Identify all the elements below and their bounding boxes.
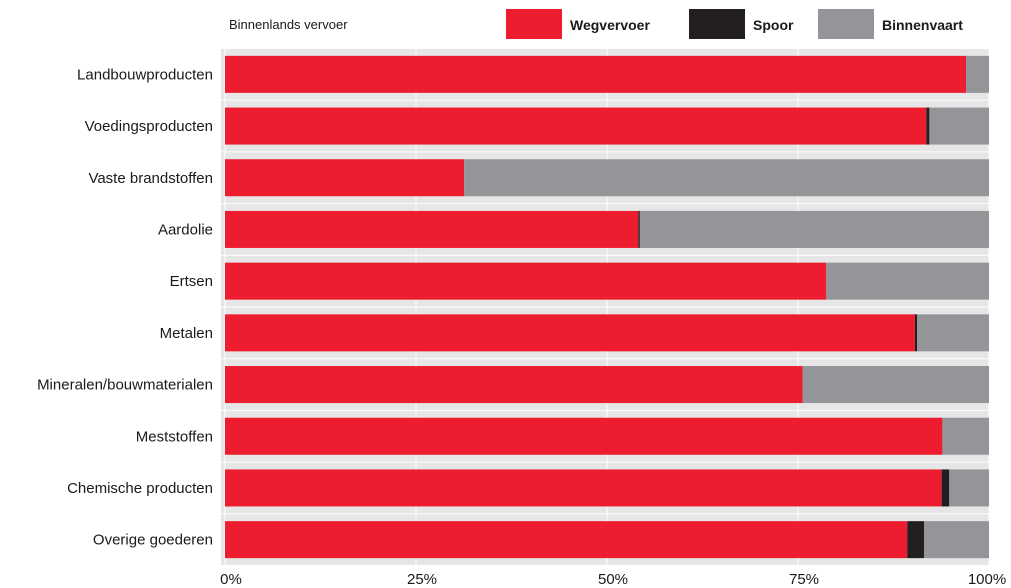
bar-binnenvaart-voedingsproducten <box>929 107 989 145</box>
x-tick-label: 0% <box>220 571 242 588</box>
bar-wegvervoer-mineralen-bouwmaterialen <box>225 366 803 404</box>
bar-spoor-aardolie <box>638 210 640 248</box>
category-label-landbouwproducten: Landbouwproducten <box>77 66 213 83</box>
bar-wegvervoer-voedingsproducten <box>225 107 927 145</box>
category-label-aardolie: Aardolie <box>158 221 213 238</box>
legend-swatch-binnenvaart <box>818 9 874 39</box>
legend: Wegvervoer Spoor Binnenvaart <box>506 9 963 39</box>
bar-wegvervoer-chemische-producten <box>225 469 942 507</box>
bar-wegvervoer-landbouwproducten <box>225 55 967 93</box>
category-label-chemische-producten: Chemische producten <box>67 480 213 497</box>
bar-binnenvaart-ertsen <box>826 262 989 300</box>
legend-label-wegvervoer: Wegvervoer <box>570 17 650 33</box>
legend-label-binnenvaart: Binnenvaart <box>882 17 963 33</box>
bar-binnenvaart-vaste-brandstoffen <box>464 159 990 197</box>
bar-wegvervoer-metalen <box>225 314 915 352</box>
category-label-meststoffen: Meststoffen <box>136 428 213 445</box>
x-tick-labels: 0% 25% 50% 75% 100% <box>220 571 1006 588</box>
legend-label-spoor: Spoor <box>753 17 794 33</box>
category-label-overige-goederen: Overige goederen <box>93 532 213 549</box>
bar-binnenvaart-metalen <box>917 314 989 352</box>
x-tick-label: 75% <box>789 571 819 588</box>
bar-spoor-chemische-producten <box>941 469 950 507</box>
x-tick-label: 25% <box>407 571 437 588</box>
bar-binnenvaart-meststoffen <box>942 417 989 455</box>
bars <box>225 55 990 559</box>
category-label-vaste-brandstoffen: Vaste brandstoffen <box>88 170 213 187</box>
bar-wegvervoer-vaste-brandstoffen <box>225 159 465 197</box>
legend-swatch-spoor <box>689 9 745 39</box>
bar-spoor-voedingsproducten <box>926 107 930 145</box>
bar-binnenvaart-landbouwproducten <box>966 55 989 93</box>
chart-subtitle: Binnenlands vervoer <box>229 17 348 32</box>
category-label-mineralen-bouwmaterialen: Mineralen/bouwmaterialen <box>37 377 213 394</box>
category-label-metalen: Metalen <box>160 325 213 342</box>
legend-swatch-wegvervoer <box>506 9 562 39</box>
bar-spoor-metalen <box>914 314 918 352</box>
x-tick-label: 50% <box>598 571 628 588</box>
category-label-voedingsproducten: Voedingsproducten <box>85 118 213 135</box>
bar-wegvervoer-overige-goederen <box>225 521 908 559</box>
bar-binnenvaart-chemische-producten <box>949 469 989 507</box>
bar-binnenvaart-overige-goederen <box>924 521 989 559</box>
category-label-ertsen: Ertsen <box>170 273 213 290</box>
x-tick-label: 100% <box>968 571 1006 588</box>
bar-binnenvaart-aardolie <box>639 210 989 248</box>
bar-wegvervoer-ertsen <box>225 262 827 300</box>
category-labels: Landbouwproducten Voedingsproducten Vaste … <box>37 66 213 548</box>
bar-wegvervoer-aardolie <box>225 210 639 248</box>
bar-binnenvaart-mineralen-bouwmaterialen <box>802 366 989 404</box>
bar-spoor-overige-goederen <box>907 521 925 559</box>
bar-wegvervoer-meststoffen <box>225 417 943 455</box>
